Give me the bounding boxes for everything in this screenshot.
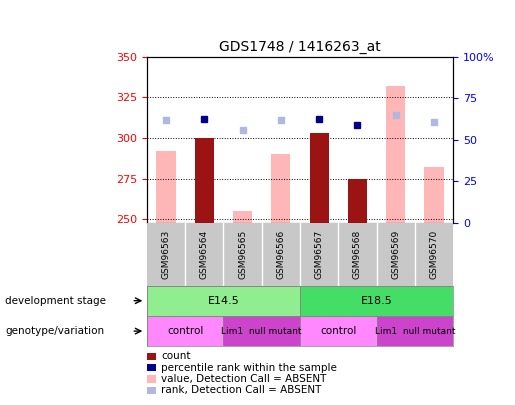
Text: GSM96564: GSM96564 (200, 230, 209, 279)
Text: development stage: development stage (5, 296, 106, 306)
Bar (348, 179, 367, 223)
Text: count: count (161, 352, 191, 361)
Text: value, Detection Call = ABSENT: value, Detection Call = ABSENT (161, 374, 327, 384)
Bar (424, 167, 443, 223)
Text: control: control (320, 326, 356, 336)
Bar (300, 316, 376, 346)
Bar (157, 151, 176, 223)
Bar (147, 316, 224, 346)
Text: GSM96568: GSM96568 (353, 230, 362, 279)
Text: GSM96566: GSM96566 (277, 230, 285, 279)
Text: Lim1  null mutant: Lim1 null mutant (221, 326, 302, 336)
Bar (224, 316, 300, 346)
Text: GSM96565: GSM96565 (238, 230, 247, 279)
Text: control: control (167, 326, 203, 336)
Text: GSM96567: GSM96567 (315, 230, 323, 279)
Text: Lim1  null mutant: Lim1 null mutant (374, 326, 455, 336)
Text: genotype/variation: genotype/variation (5, 326, 104, 336)
Text: GSM96563: GSM96563 (161, 230, 170, 279)
Bar (147, 286, 300, 316)
Bar (310, 133, 329, 223)
Bar (376, 316, 453, 346)
Text: E18.5: E18.5 (360, 296, 392, 306)
Bar (386, 86, 405, 223)
Title: GDS1748 / 1416263_at: GDS1748 / 1416263_at (219, 40, 381, 54)
Text: rank, Detection Call = ABSENT: rank, Detection Call = ABSENT (161, 386, 321, 395)
Text: percentile rank within the sample: percentile rank within the sample (161, 363, 337, 373)
Bar (300, 286, 453, 316)
Bar (271, 154, 290, 223)
Text: E14.5: E14.5 (208, 296, 239, 306)
Bar (195, 138, 214, 223)
Text: GSM96570: GSM96570 (430, 230, 439, 279)
Bar (233, 211, 252, 223)
Text: GSM96569: GSM96569 (391, 230, 400, 279)
